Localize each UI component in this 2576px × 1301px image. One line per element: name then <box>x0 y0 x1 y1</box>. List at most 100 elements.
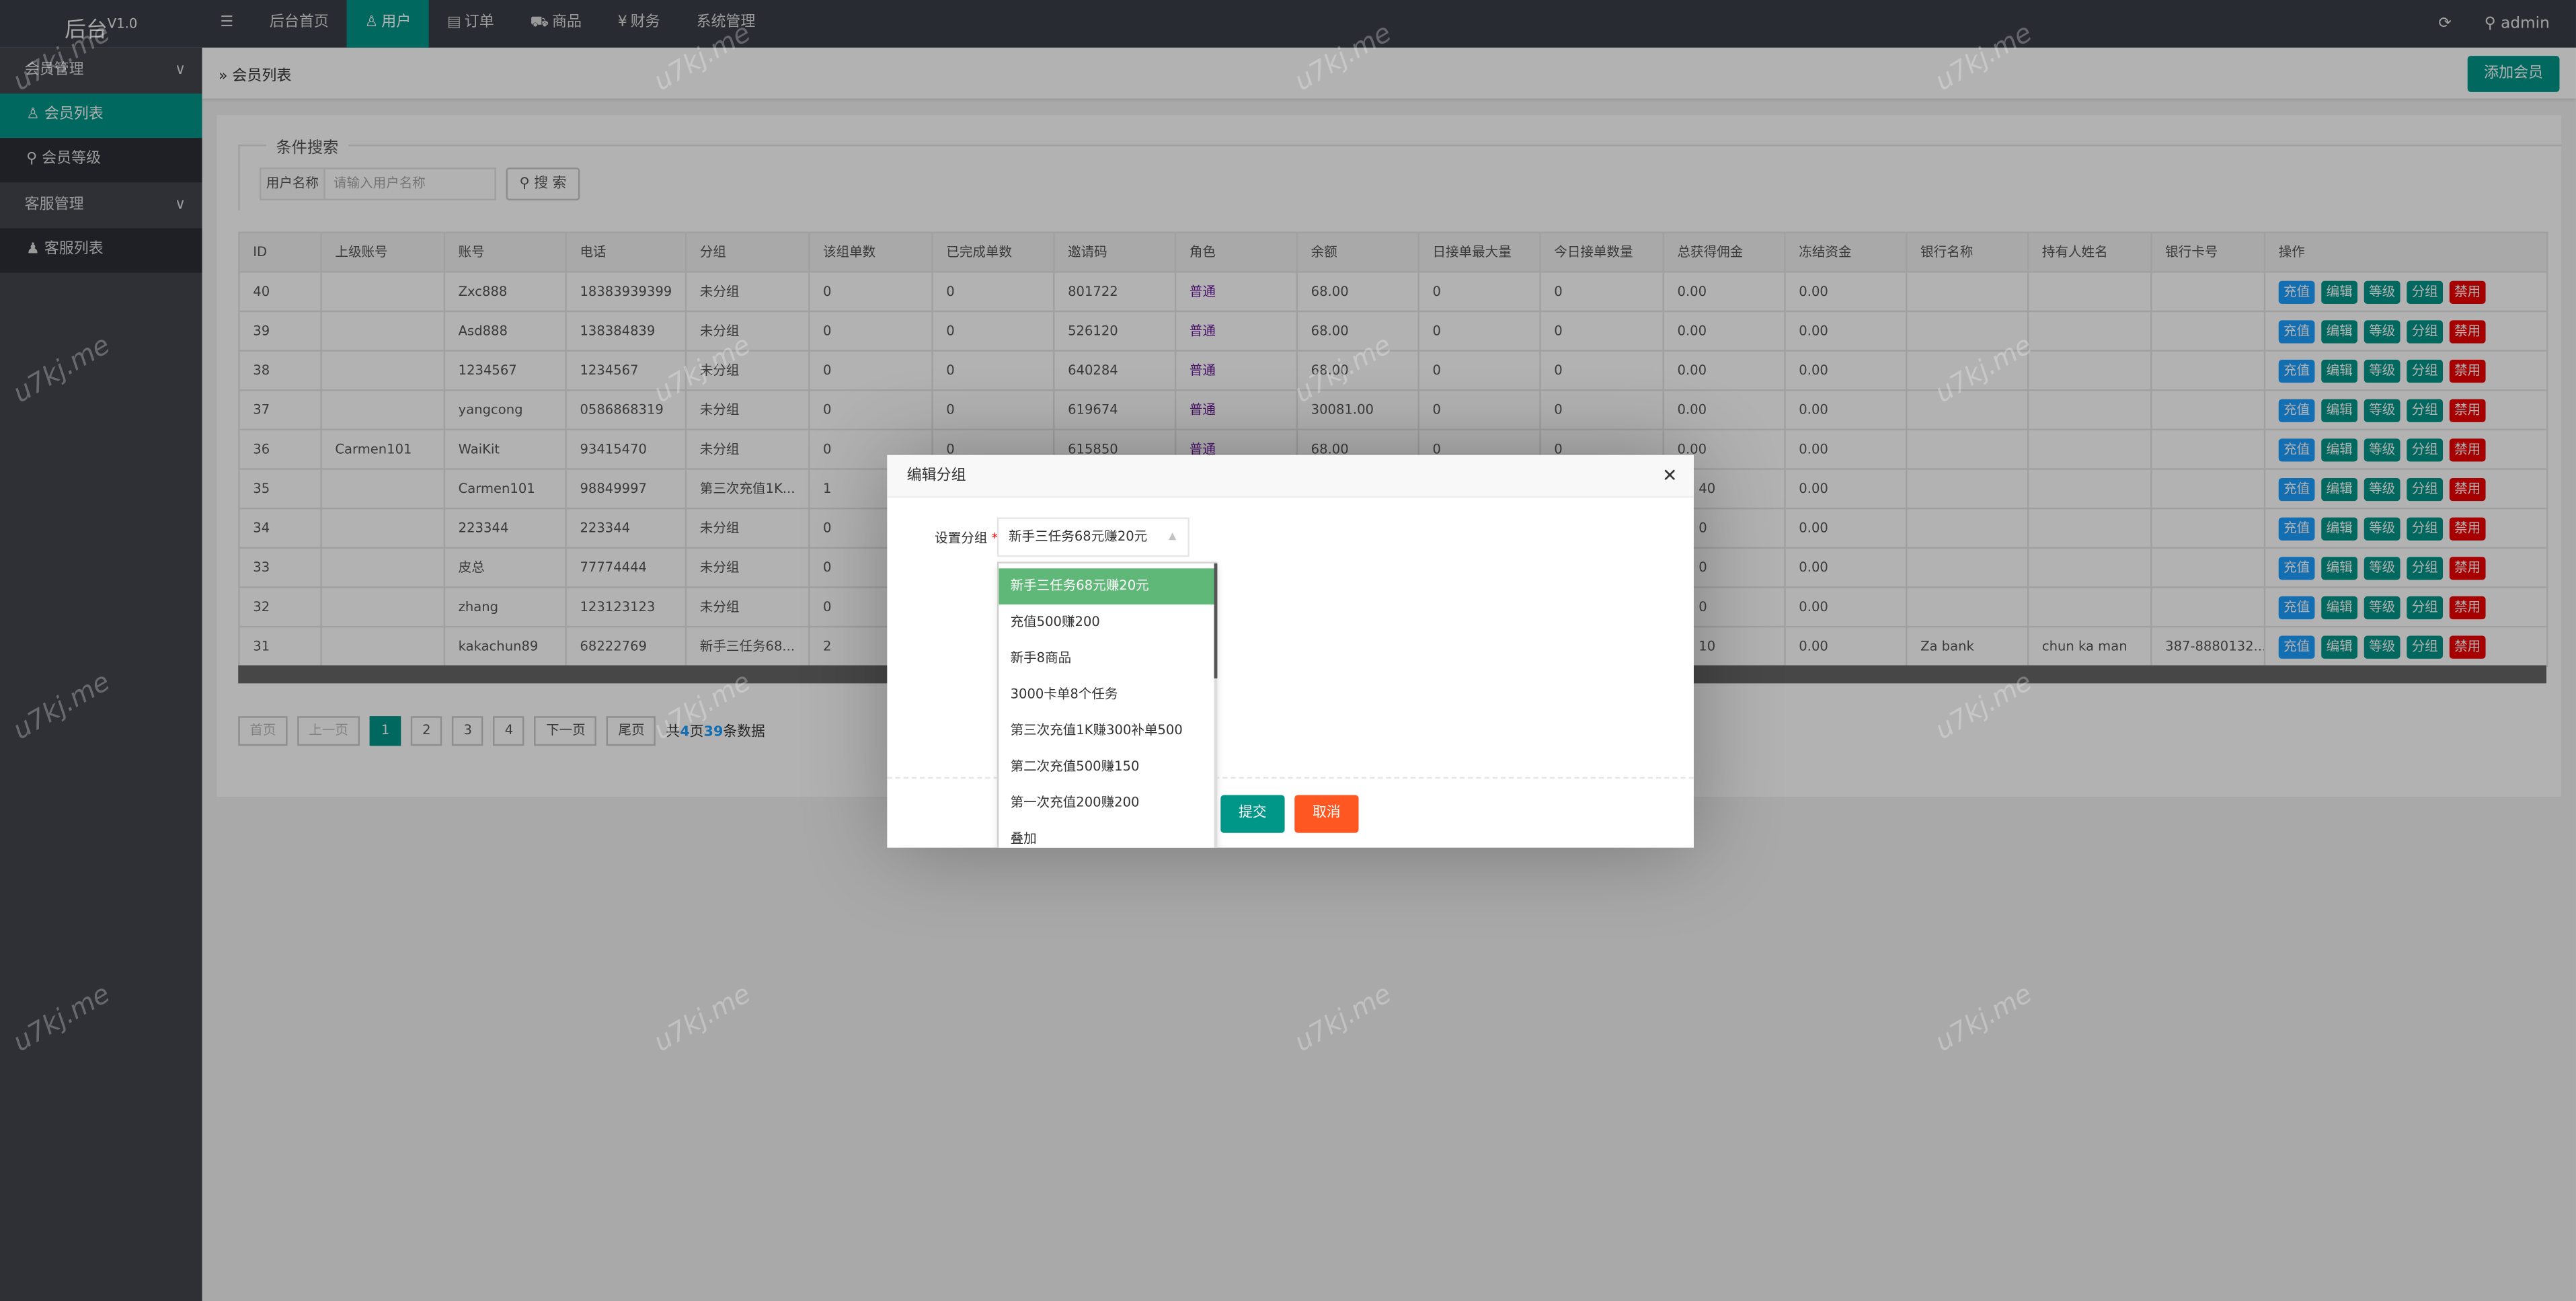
action-button[interactable]: 等级 <box>2364 477 2401 500</box>
action-button[interactable]: 禁用 <box>2449 595 2486 619</box>
actions-cell: 充值 编辑 等级 分组 禁用 <box>2263 625 2548 667</box>
action-button[interactable]: 充值 <box>2278 280 2315 303</box>
table-cell <box>2150 271 2266 313</box>
group-option[interactable]: 第三次充值1K赚300补单500 <box>1010 723 1183 738</box>
action-button[interactable]: 编辑 <box>2321 438 2357 461</box>
table-cell: 0.00 <box>1784 310 1908 352</box>
first-page-button[interactable]: 首页 <box>238 716 288 746</box>
nav-item-3[interactable]: ▤ 订单 <box>429 0 512 48</box>
add-member-button[interactable]: 添加会员 <box>2467 56 2560 92</box>
user-menu[interactable]: ⚲ admin <box>2484 14 2550 33</box>
sidebar-group[interactable]: 会员管理 ∨ <box>0 48 202 93</box>
refresh-icon[interactable]: ⟳ <box>2438 14 2452 33</box>
group-option[interactable]: 第一次充值200赚200 <box>1010 795 1140 810</box>
action-button[interactable]: 等级 <box>2364 438 2401 461</box>
action-button[interactable]: 分组 <box>2407 635 2444 658</box>
action-button[interactable]: 编辑 <box>2321 319 2357 343</box>
nav-item-5[interactable]: ¥ 财务 <box>600 0 678 48</box>
action-button[interactable]: 等级 <box>2364 556 2401 580</box>
action-button[interactable]: 编辑 <box>2321 358 2357 383</box>
table-cell: 0 <box>931 310 1055 352</box>
action-button[interactable]: 禁用 <box>2449 556 2486 580</box>
nav-item-0[interactable]: ☰ <box>202 0 251 48</box>
top-nav: ☰ 后台首页 ♙ 用户 ▤ 订单 ⛟ 商品 ¥ 财务 系统管理 <box>202 0 774 48</box>
action-button[interactable]: 分组 <box>2407 477 2444 500</box>
action-button[interactable]: 分组 <box>2407 595 2444 619</box>
actions-cell: 充值 编辑 等级 分组 禁用 <box>2263 507 2548 549</box>
action-button[interactable]: 等级 <box>2364 280 2401 303</box>
action-button[interactable]: 禁用 <box>2449 358 2486 383</box>
nav-item-2[interactable]: ♙ 用户 <box>346 0 430 48</box>
action-button[interactable]: 充值 <box>2278 477 2315 500</box>
action-button[interactable]: 编辑 <box>2321 595 2357 619</box>
action-button[interactable]: 禁用 <box>2449 635 2486 658</box>
page-button[interactable]: 3 <box>452 716 483 746</box>
page-button[interactable]: 2 <box>411 716 442 746</box>
action-button[interactable]: 禁用 <box>2449 319 2486 343</box>
table-cell: 33 <box>238 547 322 588</box>
action-button[interactable]: 编辑 <box>2321 398 2357 422</box>
action-button[interactable]: 禁用 <box>2449 280 2486 303</box>
action-button[interactable]: 充值 <box>2278 595 2315 619</box>
nav-item-1[interactable]: 后台首页 <box>251 0 347 48</box>
sidebar-item[interactable]: ⚲ 会员等级 <box>0 138 202 183</box>
username-input[interactable]: 请输入用户名称 <box>333 175 426 191</box>
action-button[interactable]: 分组 <box>2407 358 2444 383</box>
group-option[interactable]: 第二次充值500赚150 <box>1010 758 1140 774</box>
sidebar-item[interactable]: ♟ 客服列表 <box>0 228 202 273</box>
action-button[interactable]: 充值 <box>2278 319 2315 343</box>
action-button[interactable]: 编辑 <box>2321 556 2357 580</box>
group-option[interactable]: 3000卡单8个任务 <box>1010 686 1118 702</box>
group-option[interactable]: 叠加 <box>1010 831 1037 846</box>
action-button[interactable]: 分组 <box>2407 556 2444 580</box>
action-button[interactable]: 充值 <box>2278 635 2315 658</box>
table-cell: 未分组 <box>685 389 810 431</box>
next-page-button[interactable]: 下一页 <box>534 716 597 746</box>
action-button[interactable]: 分组 <box>2407 438 2444 461</box>
column-header: 银行名称 <box>1906 231 2029 273</box>
top-bar: 后台V1.0 ☰ 后台首页 ♙ 用户 ▤ 订单 ⛟ 商品 ¥ 财务 系统管理 ⟳ ⚲ admin <box>0 0 2576 48</box>
group-select[interactable]: 新手三任务68元赚20元 ▲ <box>997 517 1189 557</box>
action-button[interactable]: 禁用 <box>2449 398 2486 422</box>
close-icon[interactable]: ✕ <box>1662 465 1678 487</box>
action-button[interactable]: 分组 <box>2407 319 2444 343</box>
action-button[interactable]: 分组 <box>2407 280 2444 303</box>
action-button[interactable]: 编辑 <box>2321 477 2357 500</box>
page-button[interactable]: 1 <box>369 716 401 746</box>
action-button[interactable]: 等级 <box>2364 516 2401 540</box>
dropdown-scrollbar[interactable] <box>1214 563 1218 679</box>
table-cell <box>320 507 446 549</box>
submit-button[interactable]: 提交 <box>1220 795 1285 833</box>
action-button[interactable]: 编辑 <box>2321 635 2357 658</box>
sidebar-group[interactable]: 客服管理 ∨ <box>0 182 202 228</box>
action-button[interactable]: 等级 <box>2364 635 2401 658</box>
action-button[interactable]: 等级 <box>2364 319 2401 343</box>
sidebar-item[interactable]: ♙ 会员列表 <box>0 93 202 139</box>
prev-page-button[interactable]: 上一页 <box>297 716 360 746</box>
action-button[interactable]: 禁用 <box>2449 438 2486 461</box>
last-page-button[interactable]: 尾页 <box>607 716 656 746</box>
search-button[interactable]: ⚲ 搜 索 <box>506 167 580 201</box>
group-option[interactable]: 新手8商品 <box>1010 650 1072 666</box>
cancel-button[interactable]: 取消 <box>1294 795 1359 833</box>
nav-item-6[interactable]: 系统管理 <box>678 0 774 48</box>
group-option[interactable]: 新手三任务68元赚20元 <box>999 568 1214 605</box>
action-button[interactable]: 编辑 <box>2321 516 2357 540</box>
nav-item-4[interactable]: ⛟ 商品 <box>512 0 600 48</box>
action-button[interactable]: 充值 <box>2278 358 2315 383</box>
action-button[interactable]: 分组 <box>2407 516 2444 540</box>
action-button[interactable]: 充值 <box>2278 516 2315 540</box>
action-button[interactable]: 禁用 <box>2449 477 2486 500</box>
action-button[interactable]: 充值 <box>2278 556 2315 580</box>
action-button[interactable]: 等级 <box>2364 595 2401 619</box>
action-button[interactable]: 充值 <box>2278 438 2315 461</box>
action-button[interactable]: 等级 <box>2364 398 2401 422</box>
table-cell: 0 <box>931 389 1055 431</box>
action-button[interactable]: 充值 <box>2278 398 2315 422</box>
action-button[interactable]: 禁用 <box>2449 516 2486 540</box>
action-button[interactable]: 编辑 <box>2321 280 2357 303</box>
page-button[interactable]: 4 <box>493 716 525 746</box>
action-button[interactable]: 分组 <box>2407 398 2444 422</box>
group-option[interactable]: 充值500赚200 <box>1010 614 1100 629</box>
action-button[interactable]: 等级 <box>2364 358 2401 383</box>
